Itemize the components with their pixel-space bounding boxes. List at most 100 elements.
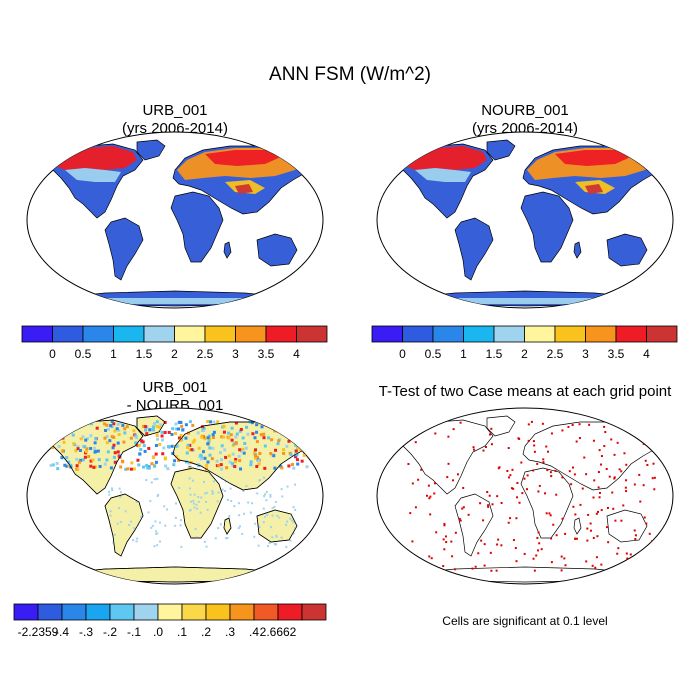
- sig-cell: [545, 512, 548, 515]
- sig-cell: [560, 555, 563, 558]
- sig-cell: [647, 563, 650, 566]
- diff-cell: [124, 510, 127, 513]
- sig-cell: [447, 462, 450, 465]
- diff-cell: [119, 495, 122, 498]
- diff-cell: [156, 532, 159, 535]
- diff-cell: [174, 502, 177, 505]
- sig-cell: [634, 534, 637, 537]
- diff-cell: [119, 491, 122, 494]
- diff-cell: [239, 428, 243, 432]
- sig-cell: [532, 557, 535, 560]
- colorbar-tick-label: .3: [225, 625, 235, 639]
- colorbar-tick-label: 4: [643, 347, 650, 361]
- diff-cell: [65, 456, 69, 460]
- sig-cell: [498, 466, 501, 469]
- diff-cell: [255, 440, 259, 444]
- sig-cell: [442, 565, 445, 568]
- sig-cell: [538, 542, 541, 545]
- sig-cell: [583, 456, 586, 459]
- diff-cell: [93, 441, 97, 445]
- diff-cell: [81, 458, 85, 462]
- diff-cell: [188, 487, 191, 490]
- diff-cell: [280, 536, 283, 539]
- diff-cell: [239, 467, 243, 471]
- field-band: [415, 168, 471, 182]
- diff-cell: [267, 436, 271, 440]
- sig-cell: [456, 473, 459, 476]
- diff-cell: [178, 486, 181, 489]
- diff-cell: [292, 532, 295, 535]
- colorbar-swatch: [204, 325, 236, 343]
- field-band: [585, 184, 603, 194]
- colorbar-swatch: [463, 325, 495, 343]
- sig-cell: [600, 509, 603, 512]
- diff-cell: [220, 435, 224, 439]
- sig-cell: [625, 463, 628, 466]
- sig-cell: [537, 490, 540, 493]
- diff-cell: [89, 422, 93, 426]
- diff-cell: [156, 437, 160, 441]
- continent-greenland: [486, 415, 516, 437]
- sig-cell: [458, 517, 461, 520]
- sig-cell: [446, 476, 449, 479]
- sig-cell: [462, 486, 465, 489]
- diff-cell: [251, 502, 254, 505]
- diff-cell: [103, 422, 107, 426]
- colorbar-tick-label: 0.5: [425, 347, 442, 361]
- diff-cell: [163, 420, 167, 424]
- sig-cell: [515, 517, 518, 520]
- sig-cell: [433, 482, 436, 485]
- diff-cell: [249, 460, 253, 464]
- diff-cell: [136, 458, 140, 462]
- diff-cell: [285, 523, 288, 526]
- diff-cell: [49, 463, 53, 467]
- diff-cell: [163, 456, 167, 460]
- field-band: [65, 168, 121, 182]
- diff-cell: [292, 506, 295, 509]
- diff-cell: [208, 437, 212, 441]
- diff-cell: [180, 519, 183, 522]
- diff-cell: [134, 441, 138, 445]
- diff-cell: [299, 429, 303, 433]
- diff-cell: [206, 508, 209, 511]
- diff-cell: [147, 446, 151, 450]
- diff-cell: [292, 431, 296, 435]
- sig-cell: [428, 555, 431, 558]
- sig-cell: [642, 484, 645, 487]
- diff-cell: [89, 434, 93, 438]
- continent-australia: [606, 233, 648, 267]
- sig-cell: [588, 423, 591, 426]
- diff-cell: [140, 515, 143, 518]
- sig-cell: [613, 453, 616, 456]
- sig-cell: [616, 552, 619, 555]
- diff-cell: [173, 459, 177, 463]
- continent-australia: [256, 233, 298, 267]
- panel-title-ttest: T-Test of two Case means at each grid po…: [350, 383, 700, 401]
- diff-cell: [226, 537, 229, 540]
- colorbar-tick-label: 2.6662: [260, 625, 297, 639]
- diff-cell: [155, 424, 159, 428]
- diff-cell: [309, 428, 313, 432]
- diff-cell: [136, 537, 139, 540]
- sig-cell: [520, 461, 523, 464]
- sig-cell: [568, 470, 571, 473]
- diff-cell: [269, 493, 272, 496]
- sig-cell: [482, 519, 485, 522]
- sig-cell: [507, 447, 510, 450]
- diff-cell: [50, 425, 54, 429]
- diff-cell: [67, 464, 71, 468]
- diff-cell: [103, 462, 107, 466]
- map-diff: [26, 407, 324, 585]
- diff-cell: [294, 443, 298, 447]
- sig-cell: [645, 569, 648, 572]
- diff-cell: [91, 458, 95, 462]
- sig-cell: [578, 437, 581, 440]
- sig-cell: [600, 563, 603, 566]
- diff-cell: [290, 435, 294, 439]
- sig-cell: [452, 428, 455, 431]
- diff-cell: [121, 460, 125, 464]
- sig-cell: [500, 544, 503, 547]
- diff-cell: [110, 487, 113, 490]
- diff-cell: [253, 450, 257, 454]
- colorbar-tick-label: .2: [201, 625, 211, 639]
